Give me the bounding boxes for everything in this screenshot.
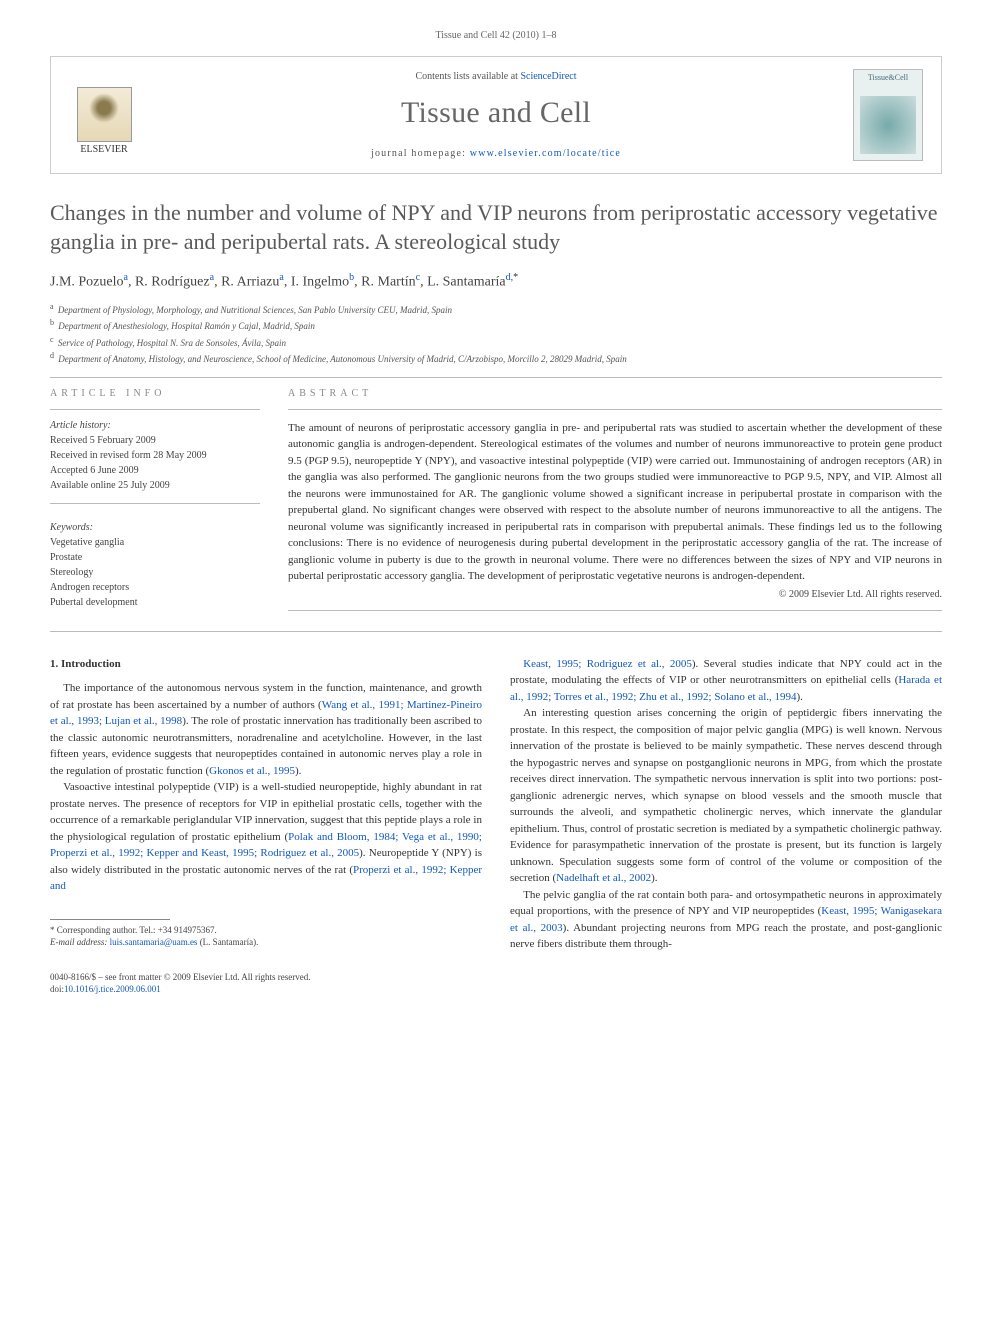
corresponding-author-footnote: * Corresponding author. Tel.: +34 914975… [50,924,482,949]
history-item: Accepted 6 June 2009 [50,463,260,478]
keyword-item: Androgen receptors [50,580,260,595]
body-paragraph: The importance of the autonomous nervous… [50,680,482,779]
history-list: Received 5 February 2009Received in revi… [50,433,260,493]
history-label: Article history: [50,420,260,431]
body-paragraph: Keast, 1995; Rodriguez et al., 2005). Se… [510,656,942,706]
keywords-label: Keywords: [50,522,260,533]
section-heading: 1. Introduction [50,656,482,673]
abstract-copyright: © 2009 Elsevier Ltd. All rights reserved… [288,589,942,600]
article-title: Changes in the number and volume of NPY … [50,199,942,256]
keyword-item: Prostate [50,550,260,565]
corr-email-link[interactable]: luis.santamaria@uam.es [110,937,198,947]
section-number: 1. [50,658,58,670]
keywords-block: Keywords: Vegetative gangliaProstateSter… [50,522,260,610]
body-paragraph: An interesting question arises concernin… [510,705,942,887]
journal-header: ELSEVIER Contents lists available at Sci… [50,56,942,174]
email-label: E-mail address: [50,937,110,947]
article-info-column: ARTICLE INFO Article history: Received 5… [50,388,260,621]
body-right-paras: Keast, 1995; Rodriguez et al., 2005). Se… [510,656,942,953]
divider [288,409,942,410]
affiliation-item: a Department of Physiology, Morphology, … [50,301,942,318]
keyword-item: Pubertal development [50,595,260,610]
journal-cover-thumbnail: Tissue&Cell [853,69,923,161]
footnote-rule [50,919,170,920]
history-item: Available online 25 July 2009 [50,478,260,493]
corr-email-line: E-mail address: luis.santamaria@uam.es (… [50,936,482,949]
email-attribution: (L. Santamaría). [197,937,258,947]
divider [50,503,260,504]
divider [50,377,942,378]
homepage-prefix: journal homepage: [371,148,470,159]
header-center: Contents lists available at ScienceDirec… [159,71,833,159]
journal-homepage-link[interactable]: www.elsevier.com/locate/tice [470,148,621,159]
sciencedirect-link[interactable]: ScienceDirect [520,71,576,82]
body-column-right: Keast, 1995; Rodriguez et al., 2005). Se… [510,656,942,953]
affiliation-item: c Service of Pathology, Hospital N. Sra … [50,334,942,351]
doi-line: doi:10.1016/j.tice.2009.06.001 [50,983,942,996]
divider [50,631,942,632]
history-item: Received in revised form 28 May 2009 [50,448,260,463]
journal-homepage-line: journal homepage: www.elsevier.com/locat… [159,148,833,159]
affiliation-item: b Department of Anesthesiology, Hospital… [50,317,942,334]
author-list: J.M. Pozueloa, R. Rodrígueza, R. Arriazu… [50,272,942,291]
cover-label: Tissue&Cell [868,73,908,82]
contents-prefix: Contents lists available at [415,71,520,82]
journal-title: Tissue and Cell [159,96,833,130]
info-abstract-row: ARTICLE INFO Article history: Received 5… [50,388,942,621]
keyword-item: Stereology [50,565,260,580]
doi-link[interactable]: 10.1016/j.tice.2009.06.001 [64,984,161,994]
running-head: Tissue and Cell 42 (2010) 1–8 [50,30,942,41]
body-paragraph: Vasoactive intestinal polypeptide (VIP) … [50,779,482,895]
affiliations: a Department of Physiology, Morphology, … [50,301,942,367]
body-left-paras: The importance of the autonomous nervous… [50,680,482,895]
abstract-text: The amount of neurons of periprostatic a… [288,420,942,585]
body-columns: 1. Introduction The importance of the au… [50,656,942,953]
corr-author-line: * Corresponding author. Tel.: +34 914975… [50,924,482,937]
elsevier-tree-icon [77,87,132,142]
abstract-heading: ABSTRACT [288,388,942,399]
abstract-column: ABSTRACT The amount of neurons of peripr… [288,388,942,621]
doi-prefix: doi: [50,984,64,994]
divider [288,610,942,611]
publisher-name: ELSEVIER [80,144,127,155]
issn-copyright-line: 0040-8166/$ – see front matter © 2009 El… [50,971,942,984]
body-paragraph: The pelvic ganglia of the rat contain bo… [510,887,942,953]
history-item: Received 5 February 2009 [50,433,260,448]
section-title: Introduction [61,658,121,670]
body-column-left: 1. Introduction The importance of the au… [50,656,482,953]
keywords-list: Vegetative gangliaProstateStereologyAndr… [50,535,260,610]
keyword-item: Vegetative ganglia [50,535,260,550]
divider [50,409,260,410]
front-matter-footer: 0040-8166/$ – see front matter © 2009 El… [50,971,942,996]
contents-available-line: Contents lists available at ScienceDirec… [159,71,833,82]
affiliation-item: d Department of Anatomy, Histology, and … [50,350,942,367]
publisher-logo: ELSEVIER [69,75,139,155]
article-info-heading: ARTICLE INFO [50,388,260,399]
